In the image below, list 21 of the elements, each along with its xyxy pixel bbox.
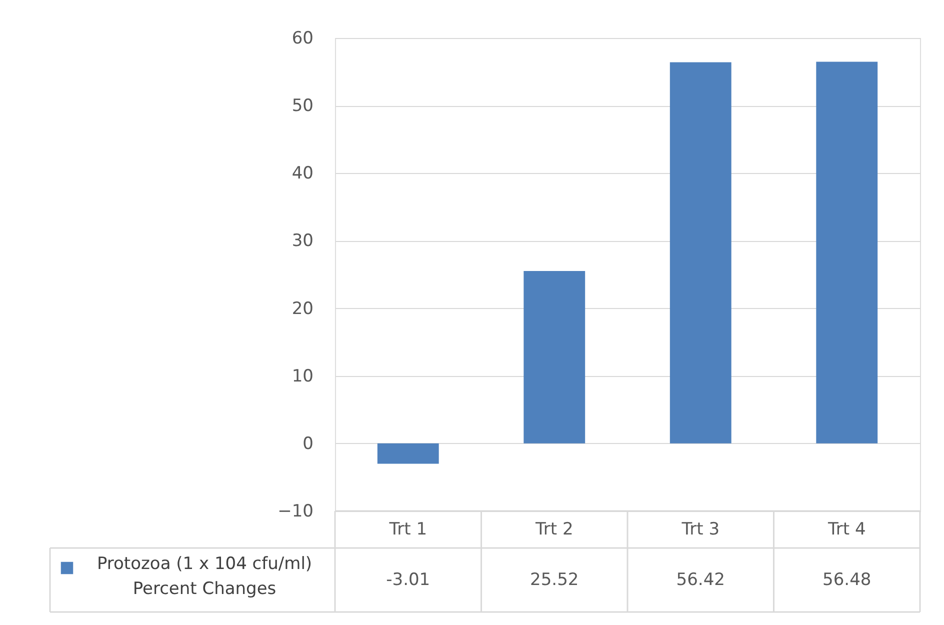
y-tick-label: 20	[292, 298, 314, 319]
y-tick-label: 60	[292, 28, 314, 48]
y-tick-label: 10	[292, 366, 314, 386]
legend-label: Protozoa (1 x 104 cfu/ml) Percent Changes	[96, 554, 312, 599]
data-label: -3.01	[386, 570, 430, 590]
data-label: 25.52	[530, 570, 579, 590]
y-tick-label: 30	[292, 231, 314, 252]
y-tick-label: −10	[278, 502, 314, 522]
y-tick-label: 40	[292, 164, 314, 184]
x-tick-label: Trt 2	[534, 520, 574, 540]
data-label: 56.42	[676, 570, 725, 590]
bar	[524, 270, 586, 444]
y-tick-label: 0	[302, 434, 314, 454]
bar	[377, 443, 439, 464]
x-tick-label: Trt 3	[680, 520, 720, 540]
bar	[816, 62, 878, 444]
x-tick-label: Trt 4	[826, 520, 866, 540]
x-tick-label: Trt 1	[388, 520, 428, 540]
data-label: 56.48	[822, 570, 872, 590]
y-tick-label: 50	[292, 96, 314, 116]
bar	[670, 62, 732, 444]
